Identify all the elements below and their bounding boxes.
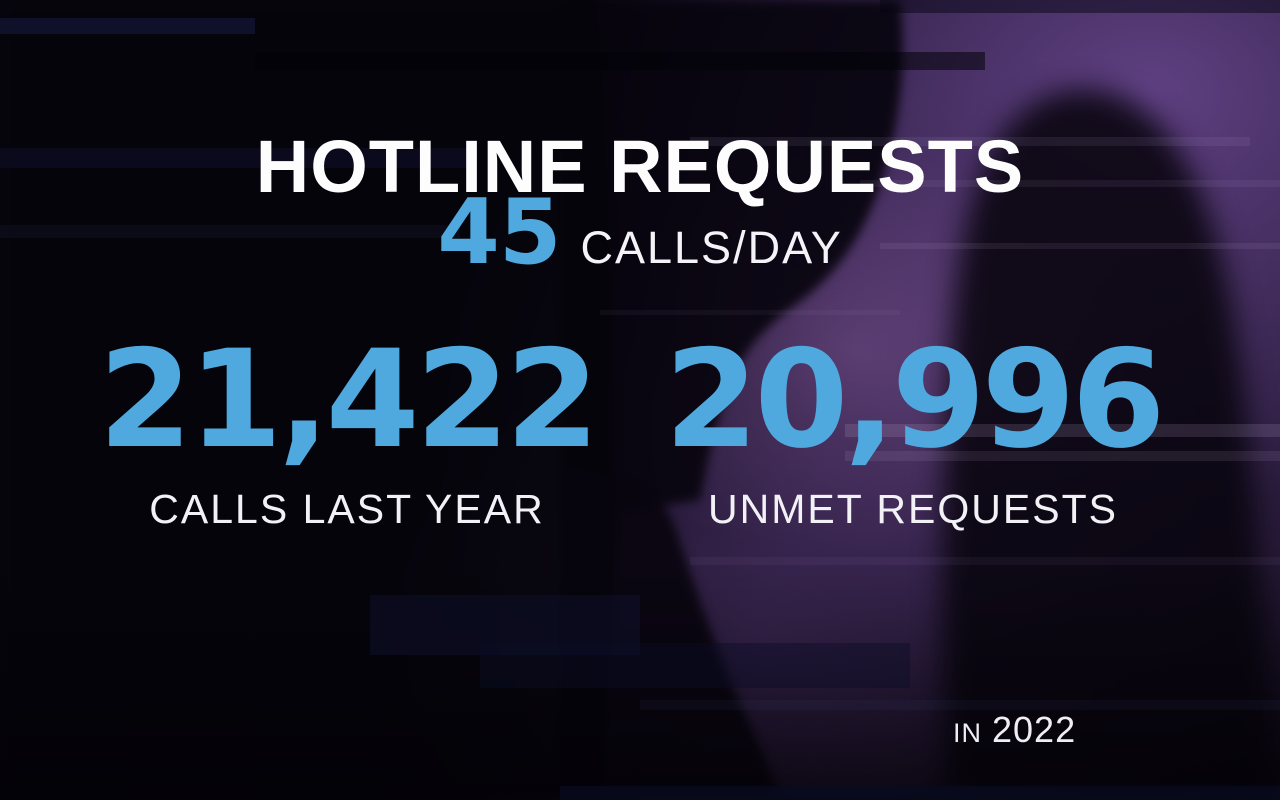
calls-per-day: 45 CALLS/DAY (0, 188, 1280, 278)
stat-label: CALLS LAST YEAR (149, 486, 545, 532)
footer-year-note: IN 2022 (953, 712, 1076, 748)
stat-value: 21,422 (98, 321, 600, 478)
footer-year: 2022 (992, 709, 1077, 750)
stat-unmet-requests: 20,996 UNMET REQUESTS (664, 321, 1166, 532)
calls-per-day-value: 45 (437, 180, 561, 285)
footer-prefix: IN (953, 718, 982, 748)
slide-title: HOTLINE REQUESTS (255, 124, 1025, 208)
stat-label: UNMET REQUESTS (708, 486, 1118, 532)
stat-value: 20,996 (664, 321, 1166, 478)
calls-per-day-label: CALLS/DAY (580, 222, 843, 273)
stat-calls-last-year: 21,422 CALLS LAST YEAR (98, 321, 600, 532)
